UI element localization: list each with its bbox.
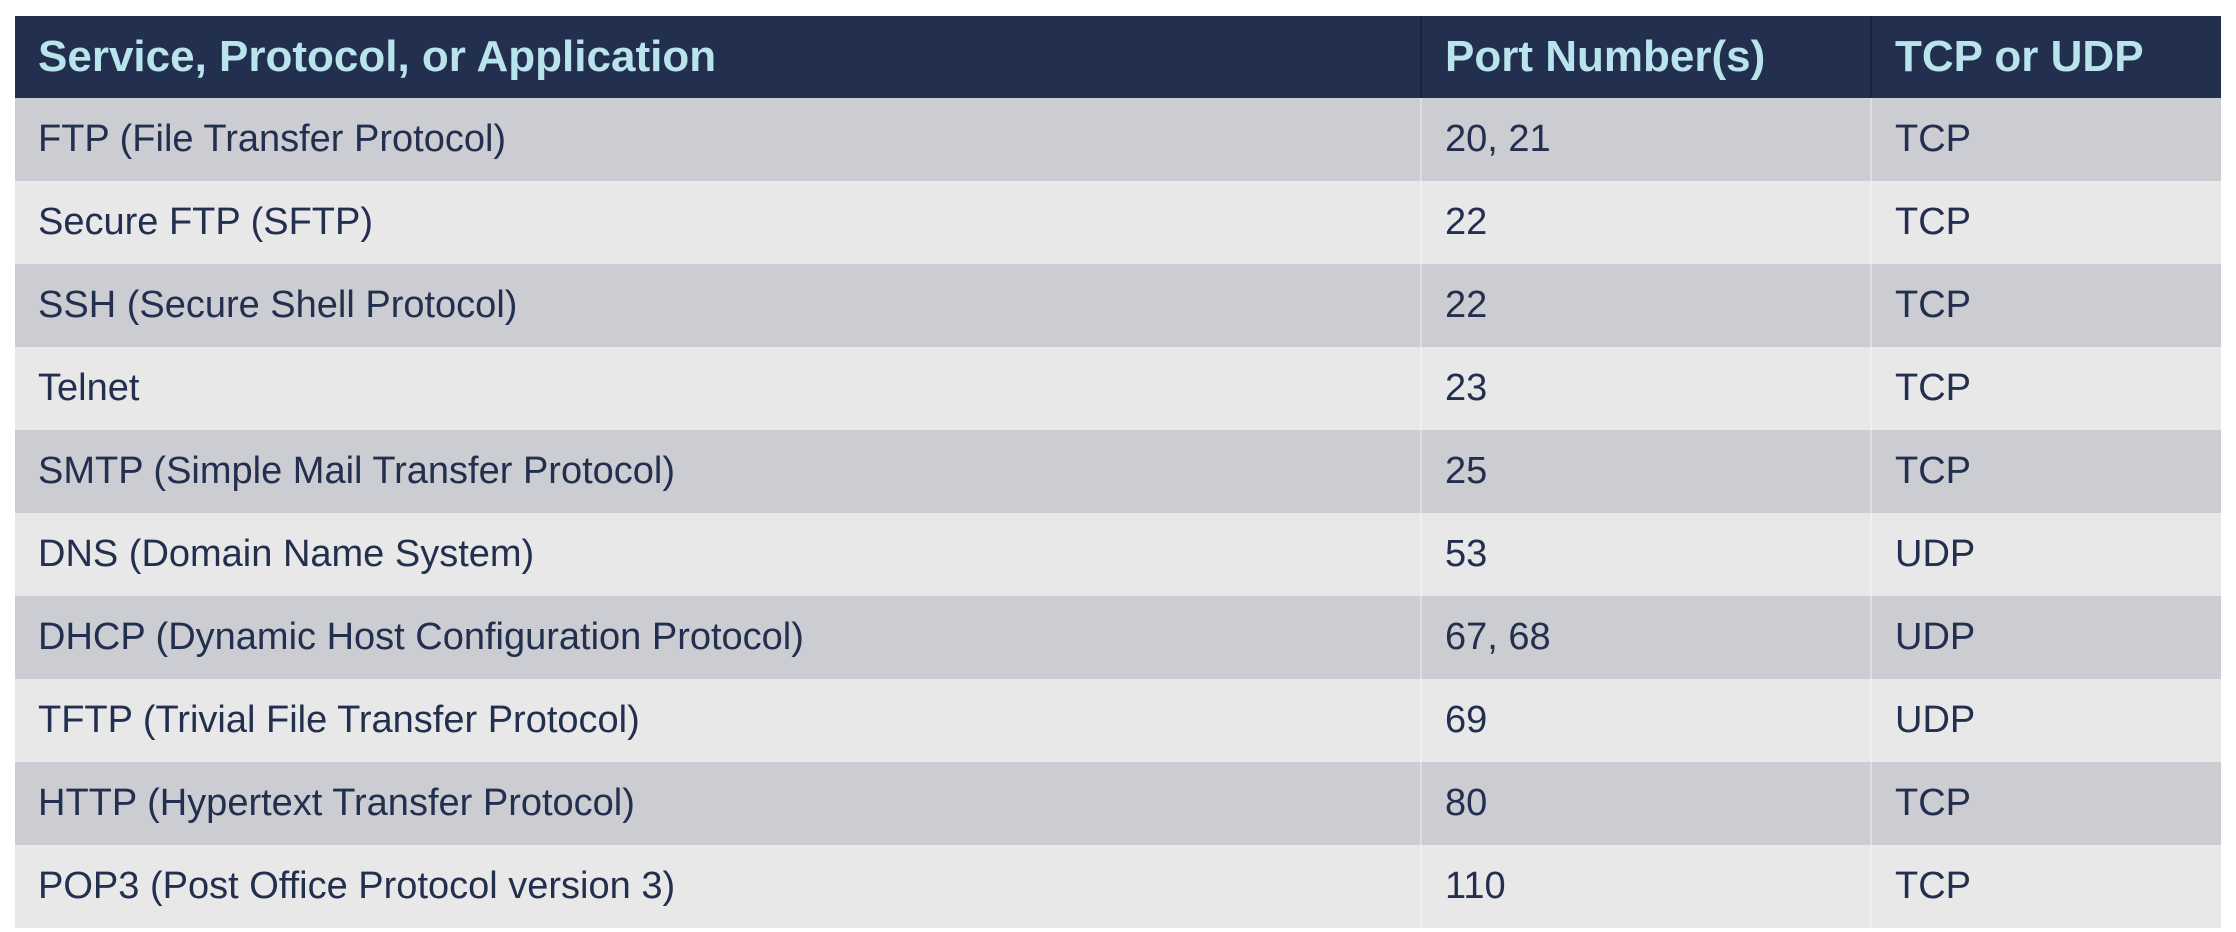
- cell-service: SSH (Secure Shell Protocol): [15, 264, 1422, 347]
- cell-protocol: TCP: [1871, 264, 2221, 347]
- cell-service: Telnet: [15, 347, 1422, 430]
- cell-service: Secure FTP (SFTP): [15, 181, 1422, 264]
- table-row: SMTP (Simple Mail Transfer Protocol) 25 …: [15, 430, 2221, 513]
- cell-port: 22: [1421, 264, 1872, 347]
- cell-port: 80: [1421, 762, 1872, 845]
- cell-port: 20, 21: [1421, 98, 1872, 181]
- cell-protocol: UDP: [1871, 513, 2221, 596]
- cell-port: 53: [1421, 513, 1872, 596]
- table-body: FTP (File Transfer Protocol) 20, 21 TCP …: [15, 98, 2221, 928]
- header-service: Service, Protocol, or Application: [15, 16, 1422, 98]
- header-port-numbers: Port Number(s): [1421, 16, 1872, 98]
- cell-service: FTP (File Transfer Protocol): [15, 98, 1422, 181]
- table-row: TFTP (Trivial File Transfer Protocol) 69…: [15, 679, 2221, 762]
- table-row: HTTP (Hypertext Transfer Protocol) 80 TC…: [15, 762, 2221, 845]
- table-row: SSH (Secure Shell Protocol) 22 TCP: [15, 264, 2221, 347]
- cell-port: 67, 68: [1421, 596, 1872, 679]
- ports-table: Service, Protocol, or Application Port N…: [15, 16, 2221, 928]
- header-tcp-udp: TCP or UDP: [1871, 16, 2221, 98]
- table-row: Secure FTP (SFTP) 22 TCP: [15, 181, 2221, 264]
- table-row: POP3 (Post Office Protocol version 3) 11…: [15, 845, 2221, 928]
- ports-table-container: Service, Protocol, or Application Port N…: [15, 16, 2221, 928]
- table-row: DNS (Domain Name System) 53 UDP: [15, 513, 2221, 596]
- table-header: Service, Protocol, or Application Port N…: [15, 16, 2221, 98]
- cell-protocol: TCP: [1871, 98, 2221, 181]
- header-row: Service, Protocol, or Application Port N…: [15, 16, 2221, 98]
- table-row: DHCP (Dynamic Host Configuration Protoco…: [15, 596, 2221, 679]
- cell-protocol: UDP: [1871, 596, 2221, 679]
- cell-protocol: TCP: [1871, 845, 2221, 928]
- cell-port: 110: [1421, 845, 1872, 928]
- cell-port: 23: [1421, 347, 1872, 430]
- cell-service: DHCP (Dynamic Host Configuration Protoco…: [15, 596, 1422, 679]
- table-row: Telnet 23 TCP: [15, 347, 2221, 430]
- cell-service: HTTP (Hypertext Transfer Protocol): [15, 762, 1422, 845]
- cell-port: 25: [1421, 430, 1872, 513]
- cell-protocol: TCP: [1871, 181, 2221, 264]
- table-row: FTP (File Transfer Protocol) 20, 21 TCP: [15, 98, 2221, 181]
- cell-service: SMTP (Simple Mail Transfer Protocol): [15, 430, 1422, 513]
- cell-service: POP3 (Post Office Protocol version 3): [15, 845, 1422, 928]
- cell-protocol: TCP: [1871, 762, 2221, 845]
- cell-service: DNS (Domain Name System): [15, 513, 1422, 596]
- cell-protocol: TCP: [1871, 430, 2221, 513]
- cell-service: TFTP (Trivial File Transfer Protocol): [15, 679, 1422, 762]
- cell-port: 69: [1421, 679, 1872, 762]
- cell-protocol: UDP: [1871, 679, 2221, 762]
- cell-protocol: TCP: [1871, 347, 2221, 430]
- cell-port: 22: [1421, 181, 1872, 264]
